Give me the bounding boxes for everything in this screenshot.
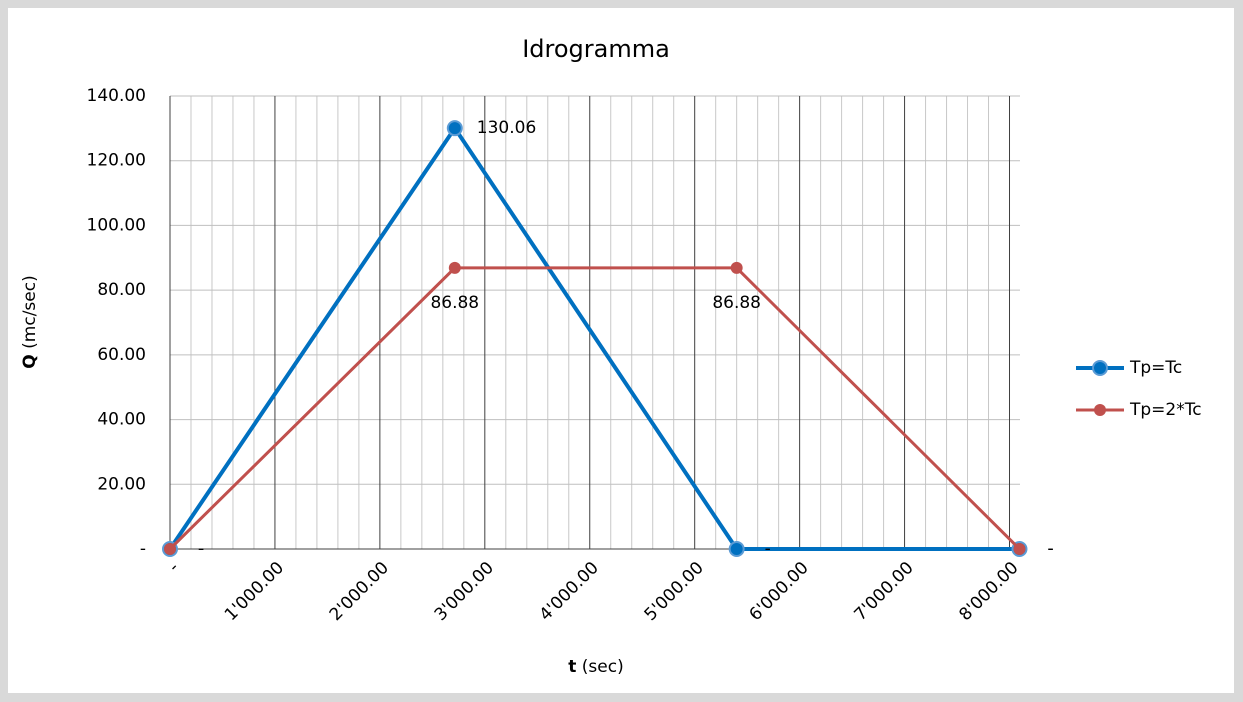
y-tick-label: 100.00: [87, 215, 146, 235]
y-tick-label: 20.00: [97, 474, 146, 494]
point: [730, 261, 743, 274]
y-tick-label: 40.00: [97, 410, 146, 430]
point: [448, 261, 461, 274]
legend-label: Tp=2*Tc: [1129, 400, 1202, 420]
y-axis-unit: (mc/sec): [20, 275, 40, 349]
data-label: 86.88: [430, 293, 479, 313]
y-tick-label: 140.00: [87, 86, 146, 106]
data-label: -: [1047, 539, 1053, 559]
y-tick-label: 80.00: [97, 280, 146, 300]
y-tick-label: 120.00: [87, 151, 146, 171]
legend-marker: [1092, 360, 1108, 376]
chart-area: [8, 8, 1234, 693]
data-label: -: [1047, 539, 1053, 559]
series-line: [168, 124, 1020, 551]
series-line: [168, 266, 1021, 551]
y-axis-title: Q (mc/sec): [20, 275, 40, 368]
point: [446, 120, 463, 137]
y-axis-symbol: Q: [20, 354, 40, 368]
chart-title: Idrogramma: [522, 35, 670, 63]
data-label: 86.88: [712, 293, 761, 313]
data-label: -: [765, 539, 771, 559]
point: [728, 541, 745, 557]
legend-label: Tp=Tc: [1129, 358, 1182, 378]
data-label: 130.06: [477, 118, 536, 138]
data-label: -: [198, 539, 204, 559]
x-axis-symbol: t: [568, 657, 576, 677]
point: [164, 543, 176, 555]
y-tick-label: -: [140, 539, 146, 559]
x-axis-unit: (sec): [582, 657, 624, 677]
x-axis-title: t (sec): [568, 657, 623, 677]
point: [1013, 543, 1026, 555]
data-label: -: [198, 539, 204, 559]
y-tick-label: 60.00: [97, 345, 146, 365]
legend-marker: [1094, 404, 1106, 416]
